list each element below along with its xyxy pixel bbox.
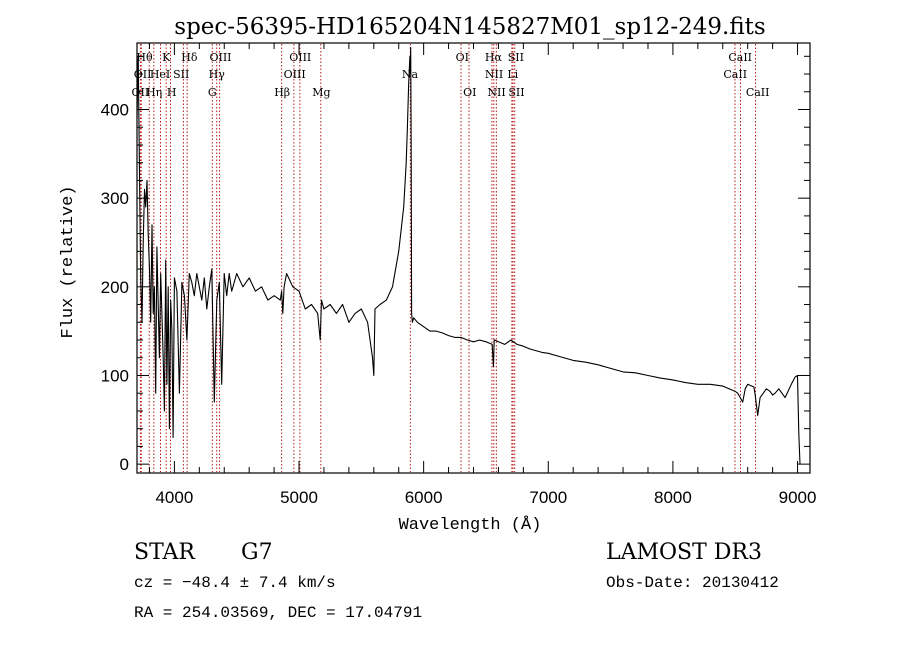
redshift-value: cz = −48.4 ± 7.4 km/s <box>134 574 336 592</box>
line-label: OIII <box>209 51 231 64</box>
line-label: SII <box>508 51 524 64</box>
spectrum-plot <box>136 46 801 465</box>
line-label: Na <box>402 68 419 81</box>
object-class: STAR <box>134 540 195 565</box>
line-label: NII <box>487 86 505 99</box>
line-label: Hα <box>485 51 503 64</box>
line-label: OII <box>132 86 150 99</box>
line-label: SII <box>508 86 524 99</box>
line-label: Hδ <box>181 51 198 64</box>
survey-name: LAMOST DR3 <box>606 540 762 565</box>
line-label: CaII <box>746 86 770 99</box>
y-axis-label: Flux (relative) <box>59 185 78 338</box>
line-label: Mg <box>312 86 330 99</box>
plot-frame <box>136 42 811 474</box>
line-label: OI <box>463 86 476 99</box>
y-tick-label: 300 <box>101 189 129 208</box>
line-label: NII <box>485 68 503 81</box>
x-tick-label: 6000 <box>405 488 443 507</box>
line-label: OIII <box>284 68 306 81</box>
line-label: Hθ <box>136 51 153 64</box>
x-tick-label: 9000 <box>779 488 817 507</box>
y-tick-label: 200 <box>101 278 129 297</box>
x-tick-label: 5000 <box>280 488 318 507</box>
line-label: HeI <box>150 68 170 81</box>
plot-axes: 4000 5000 6000 7000 8000 9000 0 100 200 300 400 <box>101 42 817 507</box>
line-label: CaII <box>723 68 747 81</box>
y-tick-label: 100 <box>101 366 129 385</box>
line-label: H <box>167 86 177 99</box>
line-label: OI <box>456 51 469 64</box>
line-label: OIII <box>289 51 311 64</box>
line-label: OII <box>134 68 152 81</box>
x-axis-label: Wavelength (Å) <box>399 516 542 535</box>
line-label: CaII <box>728 51 752 64</box>
y-tick-label: 400 <box>101 100 129 119</box>
line-label: SII <box>173 68 189 81</box>
spectrum-series <box>136 46 801 465</box>
line-label: Li <box>507 68 518 81</box>
x-tick-label: 4000 <box>155 488 193 507</box>
chart-title: spec-56395-HD165204N145827M01_sp12-249.f… <box>174 14 765 40</box>
line-label: Hη <box>146 86 162 99</box>
line-label: Hβ <box>274 86 290 99</box>
object-subclass: G7 <box>241 540 273 565</box>
sky-coordinates: RA = 254.03569, DEC = 17.04791 <box>134 604 423 622</box>
x-tick-label: 7000 <box>529 488 567 507</box>
line-label: Hγ <box>209 68 226 81</box>
x-tick-label: 8000 <box>654 488 692 507</box>
spectral-line-markers <box>139 44 756 472</box>
line-label: K <box>162 51 171 64</box>
y-tick-label: 0 <box>120 455 129 474</box>
line-label: G <box>208 86 217 99</box>
observation-date: Obs-Date: 20130412 <box>606 574 779 592</box>
